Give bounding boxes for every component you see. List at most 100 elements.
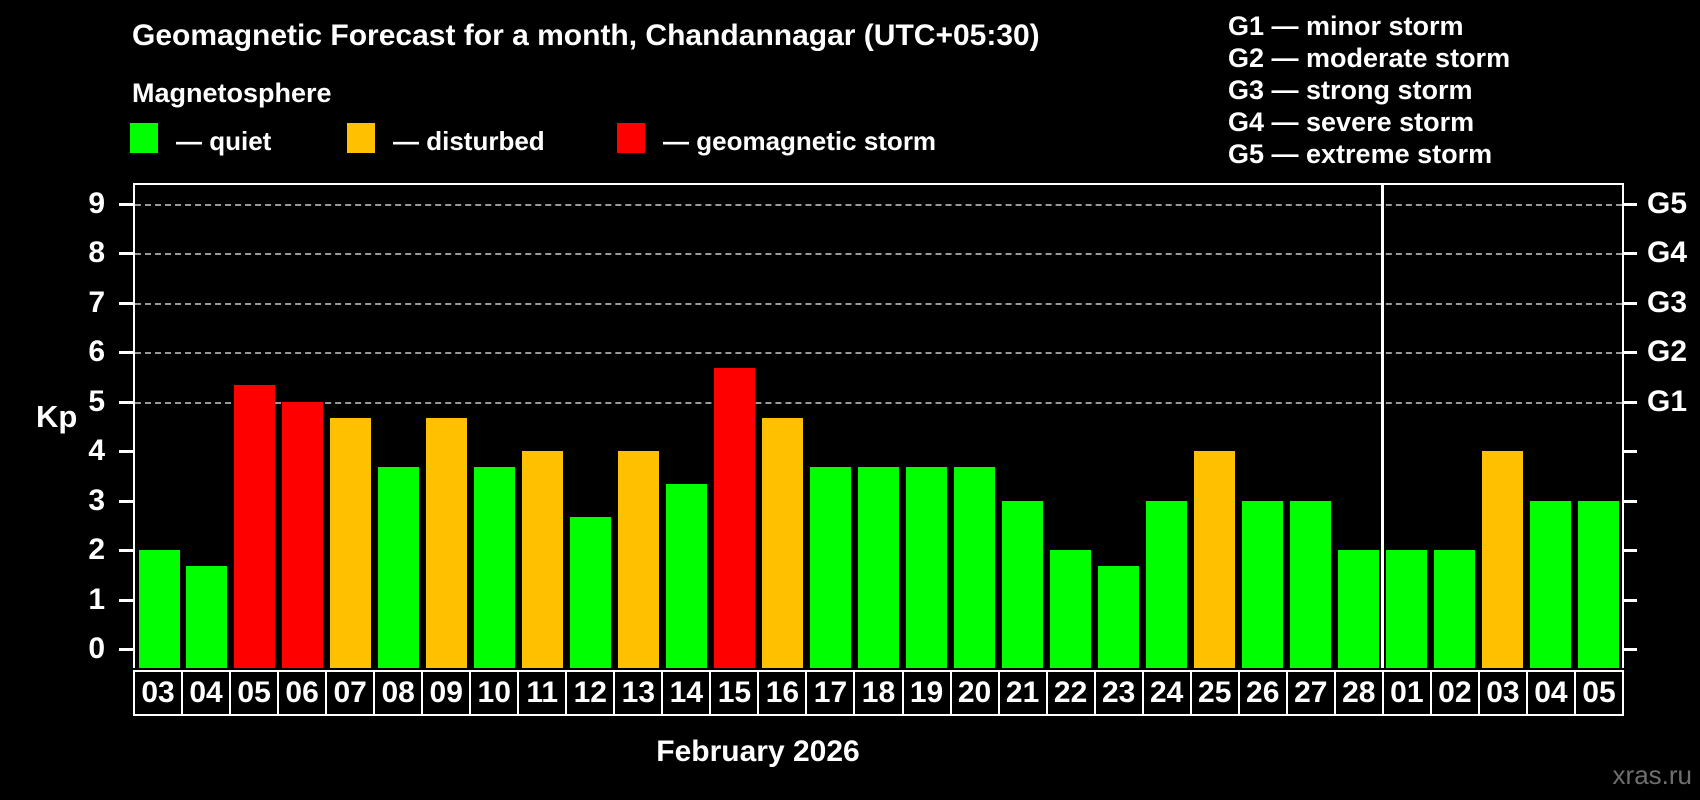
day-label: 27 xyxy=(1285,670,1336,716)
kp-bar xyxy=(138,550,180,668)
day-label: 16 xyxy=(757,670,808,716)
g-scale-label: G4 xyxy=(1647,236,1688,269)
day-label: 26 xyxy=(1237,670,1288,716)
day-label: 10 xyxy=(469,670,520,716)
kp-bar xyxy=(234,385,276,668)
day-label: 02 xyxy=(1429,670,1480,716)
left-axis-tick xyxy=(119,351,133,354)
disturbed-legend-swatch xyxy=(347,123,375,153)
grid-line-kp8 xyxy=(135,253,1622,255)
month-separator-line xyxy=(1380,185,1384,668)
left-axis-tick xyxy=(119,598,133,602)
g-scale-legend: G1 — minor storm G2 — moderate storm G3 … xyxy=(1228,10,1510,170)
kp-bar xyxy=(1481,451,1523,668)
day-label: 13 xyxy=(613,670,664,716)
left-axis-tick xyxy=(119,202,133,206)
kp-bar xyxy=(570,516,612,668)
y-tick-label: 4 xyxy=(88,434,105,467)
right-axis-tick xyxy=(1623,252,1637,255)
kp-bar xyxy=(474,467,516,668)
right-axis-tick xyxy=(1623,549,1637,552)
day-label: 14 xyxy=(661,670,712,716)
grid-line-kp6 xyxy=(135,352,1622,354)
right-axis-tick xyxy=(1623,202,1637,206)
g-scale-label: G1 xyxy=(1647,384,1688,418)
y-tick-label: 6 xyxy=(88,335,105,368)
day-label: 07 xyxy=(325,670,376,716)
month-label: February 2026 xyxy=(656,735,860,768)
kp-bar xyxy=(1145,500,1187,668)
kp-bar xyxy=(762,417,804,668)
right-axis-tick xyxy=(1623,450,1637,453)
g-scale-label: G2 xyxy=(1647,335,1688,368)
day-label: 09 xyxy=(421,670,472,716)
quiet-legend-swatch xyxy=(130,123,158,153)
kp-bar xyxy=(378,467,420,668)
storm-legend-swatch xyxy=(617,123,645,153)
kp-bar xyxy=(953,467,995,668)
day-label: 22 xyxy=(1045,670,1096,716)
kp-bar xyxy=(1049,550,1091,668)
kp-bar xyxy=(1001,500,1043,668)
g2-legend-line: G2 — moderate storm xyxy=(1228,43,1511,73)
y-tick-label: 9 xyxy=(88,186,105,220)
day-label: 11 xyxy=(517,670,568,716)
left-axis-tick xyxy=(119,549,133,552)
g4-legend-line: G4 — severe storm xyxy=(1228,107,1475,137)
right-axis-tick xyxy=(1623,499,1637,503)
day-label: 05 xyxy=(1573,670,1624,716)
day-label: 05 xyxy=(229,670,280,716)
grid-line-kp5 xyxy=(135,401,1622,404)
kp-bar xyxy=(1289,500,1331,668)
g3-legend-line: G3 — strong storm xyxy=(1228,75,1473,105)
kp-bar xyxy=(1385,550,1427,668)
day-label: 03 xyxy=(1477,670,1528,716)
day-label: 28 xyxy=(1333,670,1384,716)
kp-bar xyxy=(1193,451,1235,668)
grid-line-kp7 xyxy=(135,302,1622,305)
g-scale-label: G5 xyxy=(1647,186,1688,220)
y-axis-label: Kp xyxy=(36,399,78,434)
y-tick-label: 2 xyxy=(88,533,105,566)
right-axis-tick xyxy=(1623,598,1637,602)
day-label: 01 xyxy=(1381,670,1432,716)
quiet-legend-label: — quiet xyxy=(176,126,272,156)
kp-bar xyxy=(1241,500,1283,668)
page-title: Geomagnetic Forecast for a month, Chanda… xyxy=(132,19,1040,52)
left-axis-tick xyxy=(119,499,133,503)
day-label: 23 xyxy=(1093,670,1144,716)
kp-bar xyxy=(186,566,228,668)
kp-bar xyxy=(1097,566,1139,668)
y-tick-label: 7 xyxy=(88,285,105,319)
day-label: 24 xyxy=(1141,670,1192,716)
y-tick-label: 8 xyxy=(88,236,105,269)
day-label: 19 xyxy=(901,670,952,716)
left-axis-tick xyxy=(119,400,133,404)
y-tick-label: 0 xyxy=(88,632,105,665)
day-label: 08 xyxy=(373,670,424,716)
day-label: 18 xyxy=(853,670,904,716)
storm-legend-label: — geomagnetic storm xyxy=(663,126,937,156)
left-axis-tick xyxy=(119,450,133,453)
magnetosphere-heading: Magnetosphere xyxy=(132,78,332,108)
day-label: 25 xyxy=(1189,670,1240,716)
kp-bar xyxy=(666,484,708,668)
g-scale-label: G3 xyxy=(1647,285,1688,319)
left-axis-tick xyxy=(119,301,133,305)
y-tick-label: 1 xyxy=(88,582,105,616)
kp-bar xyxy=(282,401,324,668)
kp-bar xyxy=(1433,550,1475,668)
day-label: 06 xyxy=(277,670,328,716)
right-axis-tick xyxy=(1623,648,1637,651)
grid-line-kp9 xyxy=(135,203,1622,206)
g1-legend-line: G1 — minor storm xyxy=(1228,11,1464,41)
day-label: 17 xyxy=(805,670,856,716)
kp-bar xyxy=(426,417,468,668)
day-label: 04 xyxy=(181,670,232,716)
y-tick-label: 3 xyxy=(88,483,105,517)
left-axis-tick xyxy=(119,252,133,255)
g5-legend-line: G5 — extreme storm xyxy=(1228,139,1493,169)
day-label: 21 xyxy=(997,670,1048,716)
right-axis-tick xyxy=(1623,301,1637,305)
kp-bar xyxy=(522,451,564,668)
